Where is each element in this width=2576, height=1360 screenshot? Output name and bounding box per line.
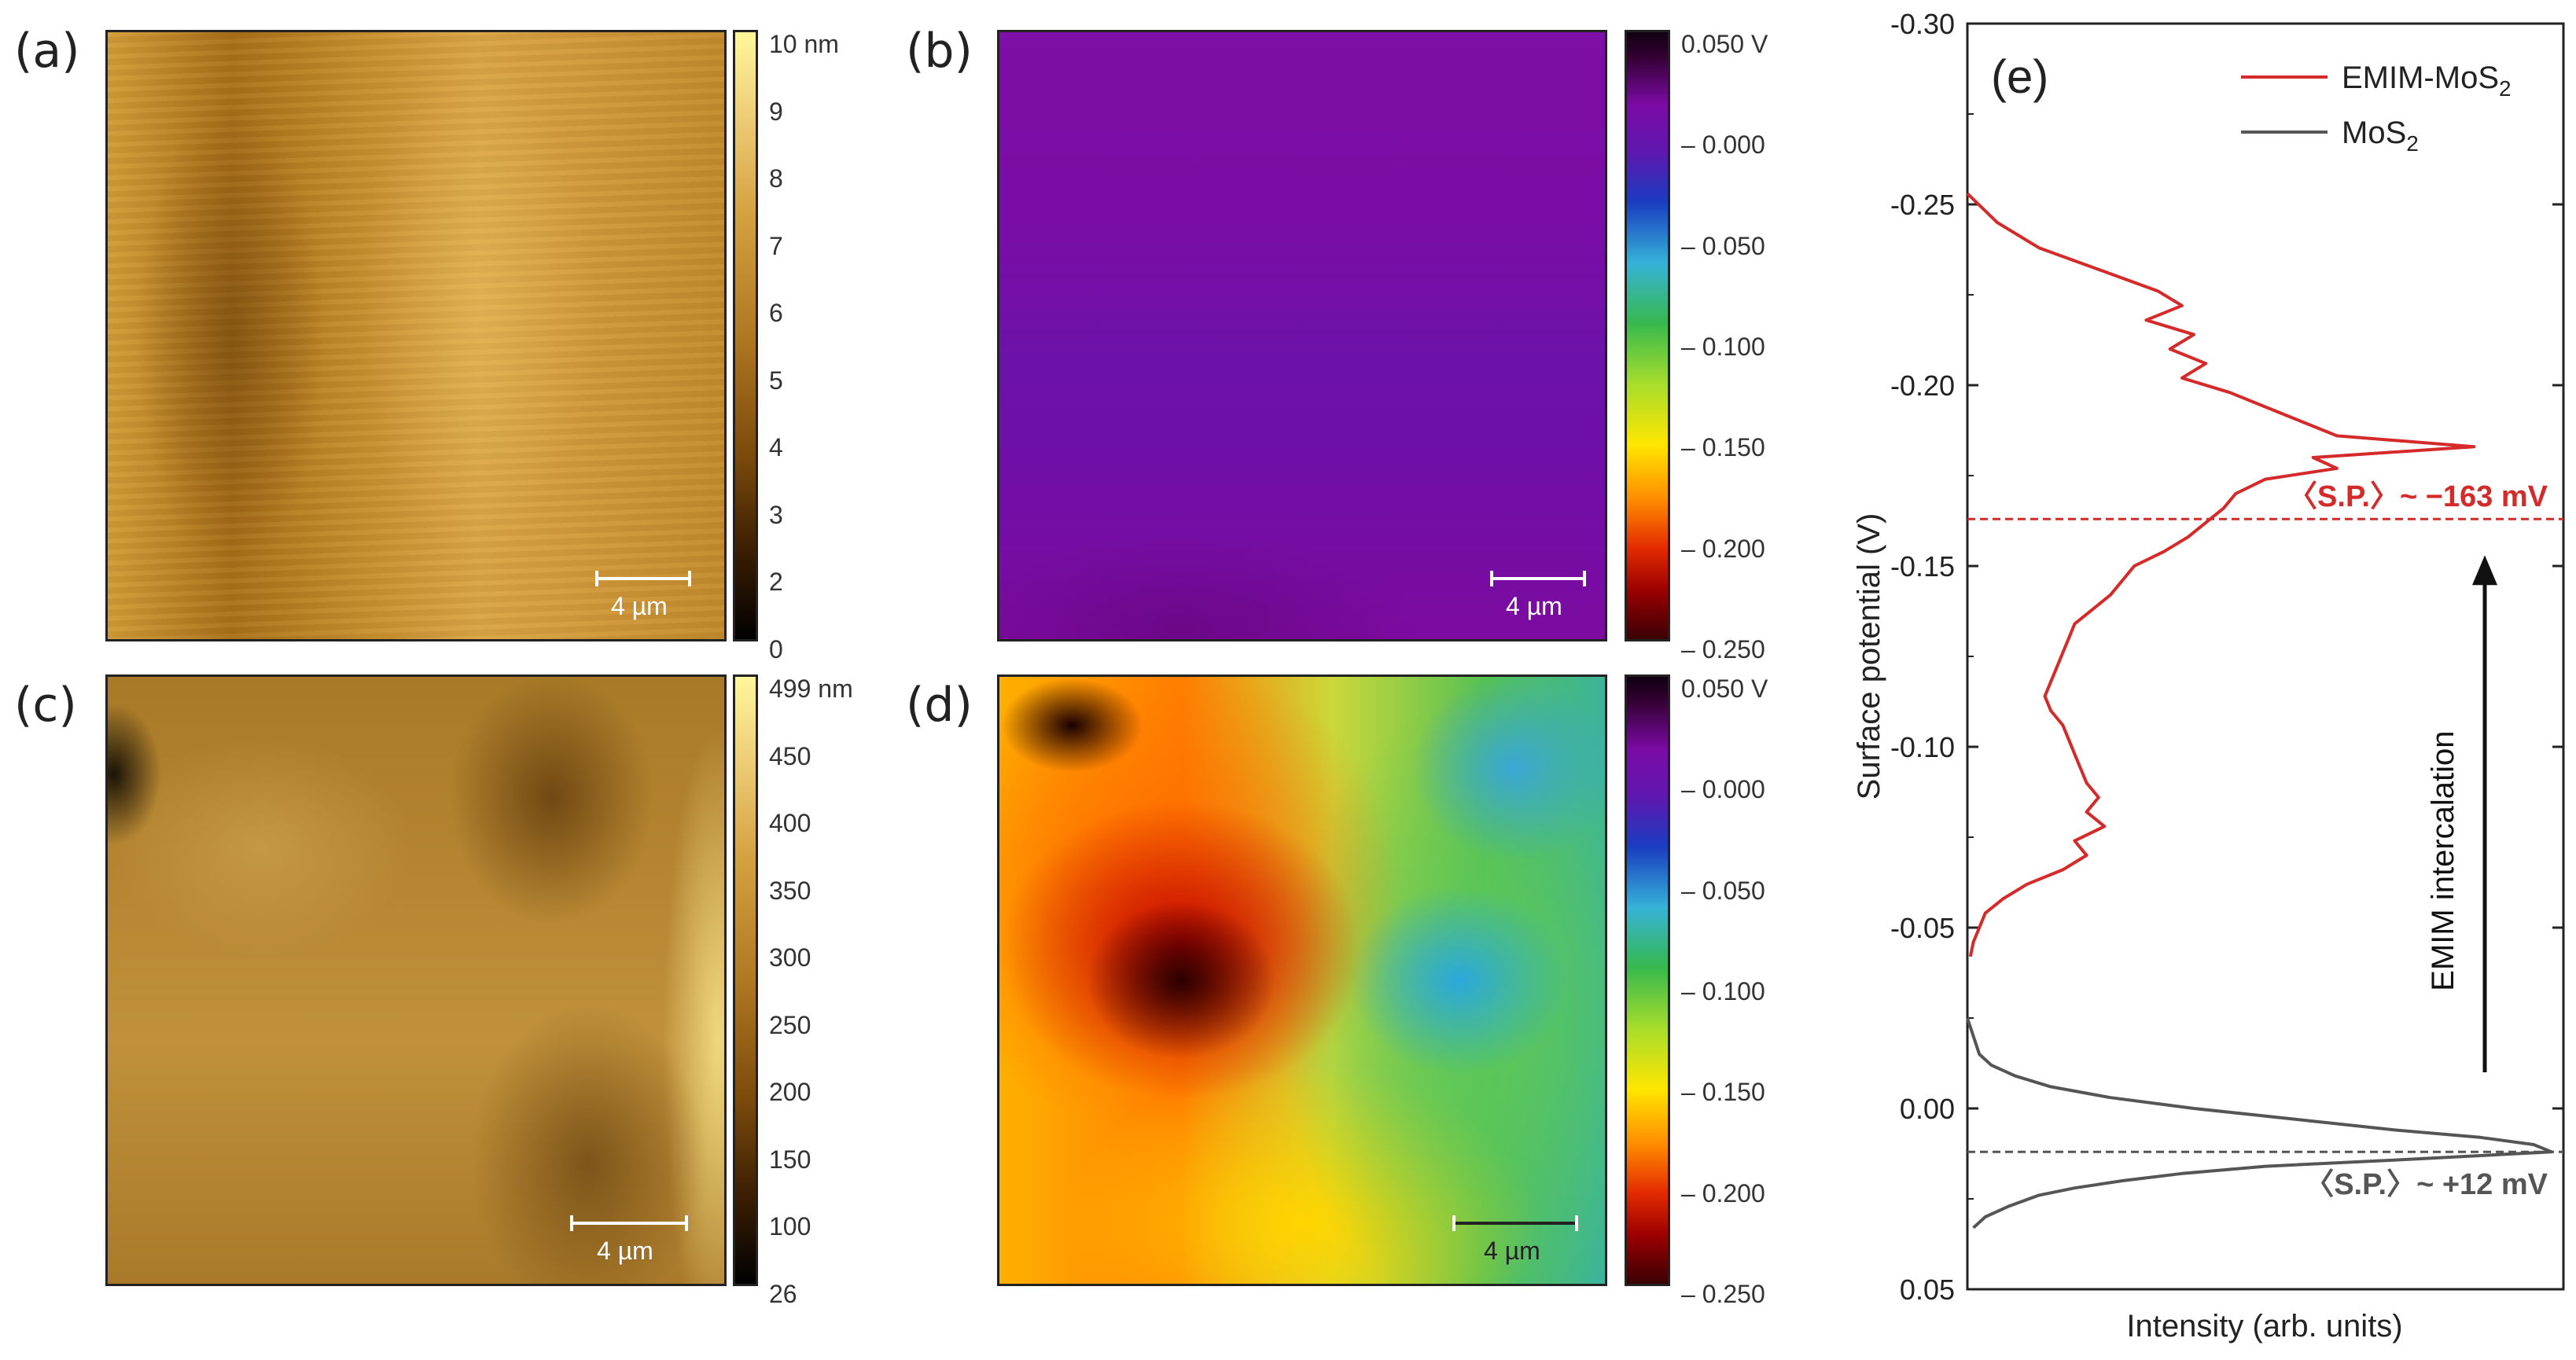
colorbar-d-tick: – 0.250: [1681, 1280, 1765, 1308]
colorbar-c-tick: 499 nm: [769, 674, 853, 703]
scalebar-b-label: 4 µm: [1506, 592, 1562, 620]
intercalation-label: EMIM intercalation: [2426, 730, 2460, 991]
y-tick-label: -0.10: [1890, 731, 1955, 763]
colorbar-b-tick: 0.050 V: [1681, 30, 1768, 58]
colorbar-a-tick: 3: [769, 500, 783, 529]
colorbar-c: [733, 674, 758, 1286]
potential-map-b: 4 µm: [997, 30, 1607, 641]
colorbar-d-tick: – 0.100: [1681, 977, 1765, 1005]
colorbar-c-tick: 450: [769, 741, 811, 770]
colorbar-a-tick: 5: [769, 366, 783, 395]
colorbar-a-tick: 0: [769, 635, 783, 663]
colorbar-c-tick: 350: [769, 876, 811, 905]
colorbar-b-tick: – 0.150: [1681, 433, 1765, 462]
y-tick-label: -0.30: [1890, 8, 1955, 40]
colorbar-a-tick: 9: [769, 97, 783, 126]
colorbar-d-tick: – 0.000: [1681, 775, 1765, 804]
y-axis-title: Surface potential (V): [1852, 513, 1886, 800]
colorbar-b-tick: – 0.250: [1681, 635, 1765, 663]
y-tick-label: -0.05: [1890, 912, 1955, 944]
annotation-mos2-mean-label: 〈S.P.〉~ +12 mV: [2304, 1168, 2548, 1201]
colorbar-a: [733, 30, 758, 641]
scalebar-c-label: 4 µm: [597, 1237, 653, 1265]
plot-frame: [1966, 22, 2565, 1291]
series-line-mos2: [1966, 1017, 2553, 1230]
colorbar-c-tick: 400: [769, 809, 811, 838]
colorbar-d-tick: – 0.200: [1681, 1178, 1765, 1207]
colorbar-c-tick: 300: [769, 943, 811, 972]
panel-a-label: (a): [14, 24, 80, 79]
colorbar-d-tick: – 0.150: [1681, 1078, 1765, 1107]
colorbar-c-tick: 250: [769, 1010, 811, 1039]
scalebar-c: [570, 1215, 688, 1231]
colorbar-a-tick: 2: [769, 568, 783, 597]
colorbar-a-tick: 8: [769, 164, 783, 193]
legend: EMIM-MoS2 MoS2: [2241, 61, 2512, 156]
colorbar-b-tick: – 0.000: [1681, 130, 1765, 160]
y-tick-label: -0.25: [1890, 189, 1955, 221]
colorbar-b-tick: – 0.050: [1681, 231, 1765, 260]
scalebar-d-label: 4 µm: [1484, 1237, 1540, 1265]
colorbar-a-tick: 7: [769, 231, 783, 260]
scalebar-d: [1452, 1215, 1578, 1231]
colorbar-c-tick: 150: [769, 1145, 811, 1174]
series-line-emim-mos2: [1966, 192, 2476, 958]
y-tick-label: -0.15: [1890, 550, 1955, 583]
colorbar-b-tick: – 0.200: [1681, 534, 1765, 563]
height-map-c: 4 µm: [105, 674, 727, 1286]
y-tick-label: 0.00: [1900, 1093, 1955, 1125]
scalebar-a: [595, 571, 691, 586]
colorbar-d-tick: 0.050 V: [1681, 674, 1768, 703]
legend-label-emim: EMIM-MoS2: [2342, 61, 2512, 101]
intercalation-arrow-head: [2472, 555, 2497, 586]
colorbar-c-tick: 100: [769, 1212, 811, 1241]
legend-label-mos2: MoS2: [2342, 116, 2419, 156]
colorbar-c-tick: 26: [769, 1280, 797, 1308]
colorbar-a-tick: 10 nm: [769, 30, 839, 58]
scalebar-b: [1490, 571, 1586, 586]
colorbar-d-tick: – 0.050: [1681, 876, 1765, 905]
scalebar-a-label: 4 µm: [611, 592, 668, 620]
colorbar-a-tick: 6: [769, 299, 783, 328]
panel-c-label: (c): [14, 678, 77, 733]
potential-map-d: 4 µm: [997, 674, 1607, 1286]
colorbar-b: [1625, 30, 1670, 641]
colorbar-d: [1625, 674, 1670, 1286]
y-tick-label: -0.20: [1890, 369, 1955, 402]
height-map-a: 4 µm: [105, 30, 727, 641]
colorbar-c-tick: 200: [769, 1078, 811, 1107]
colorbar-b-tick: – 0.100: [1681, 333, 1765, 361]
colorbar-a-tick: 4: [769, 433, 783, 462]
panel-e-label: (e): [1991, 50, 2048, 103]
panel-b-label: (b): [906, 24, 973, 79]
x-axis-title: Intensity (arb. units): [2126, 1309, 2402, 1343]
y-tick-label: 0.05: [1900, 1274, 1955, 1306]
annotation-emim-mean-label: 〈S.P.〉~ −163 mV: [2287, 480, 2548, 513]
panel-d-label: (d): [906, 678, 973, 733]
